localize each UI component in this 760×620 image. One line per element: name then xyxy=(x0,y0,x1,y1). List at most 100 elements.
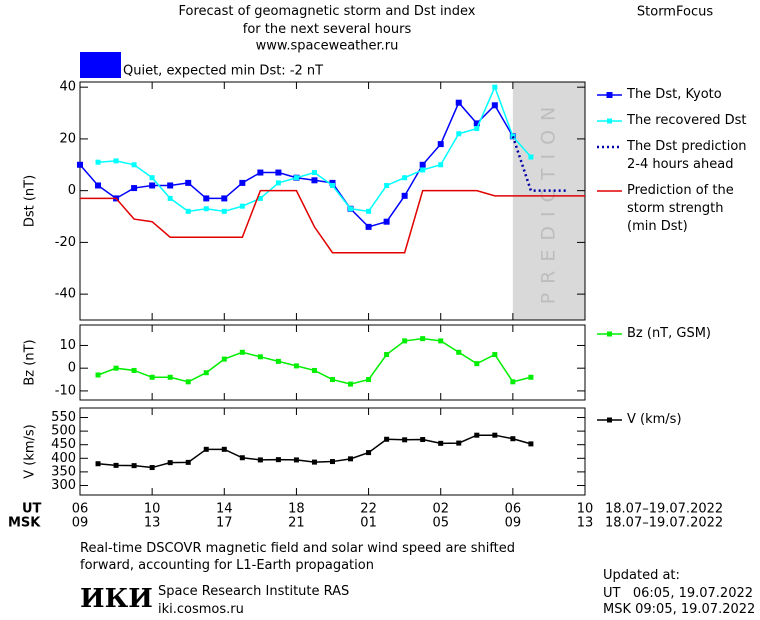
legend-label: V (km/s) xyxy=(627,412,682,427)
y-tick-label: 0 xyxy=(68,183,76,198)
series-line xyxy=(97,337,532,385)
data-point xyxy=(438,440,444,446)
data-point xyxy=(239,203,245,209)
prediction-zone xyxy=(512,82,585,320)
y-tick-label: 500 xyxy=(51,424,76,439)
x-tick-label: 18 xyxy=(288,502,305,517)
data-point xyxy=(167,374,173,380)
y-tick-label: -40 xyxy=(55,287,76,302)
legend-swatch xyxy=(607,417,612,423)
data-point xyxy=(275,180,281,186)
x-tick-label: 10 xyxy=(144,502,161,517)
y-tick-label: 40 xyxy=(59,80,76,95)
data-point xyxy=(473,120,480,127)
y-tick-label: 10 xyxy=(59,338,76,353)
data-point xyxy=(167,195,173,201)
data-point xyxy=(419,161,426,168)
plot-frame xyxy=(79,407,586,496)
institute: Space Research Institute RAS xyxy=(158,584,350,599)
legend-label: The Dst prediction 2-4 hours ahead xyxy=(627,139,747,172)
data-point xyxy=(293,363,299,369)
updated-ut: UT 06:05, 19.07.2022 xyxy=(603,586,754,601)
x-tick-label: 13 xyxy=(144,516,161,531)
data-point xyxy=(420,336,426,342)
legend-label: Prediction of the storm strength (min Ds… xyxy=(627,183,734,234)
data-point xyxy=(257,354,263,360)
data-point xyxy=(510,379,516,385)
data-point xyxy=(330,377,335,383)
data-point xyxy=(131,367,137,373)
y-axis-label: Bz (nT) xyxy=(23,339,38,385)
y-axis-label: V (km/s) xyxy=(23,424,38,479)
series-line xyxy=(80,189,585,254)
data-point xyxy=(402,338,408,344)
data-point xyxy=(384,352,390,358)
series-line xyxy=(511,135,567,192)
status-box xyxy=(80,52,121,78)
data-point xyxy=(221,446,227,452)
data-point xyxy=(311,367,317,373)
data-point xyxy=(275,358,281,364)
data-point xyxy=(221,195,228,202)
data-point xyxy=(275,457,281,463)
status-text: Quiet, expected min Dst: -2 nT xyxy=(123,64,323,79)
zone-label: PREDICTION xyxy=(537,98,559,305)
data-point xyxy=(420,167,426,173)
data-point xyxy=(293,175,299,181)
data-point xyxy=(456,440,462,446)
data-point xyxy=(311,170,317,176)
data-point xyxy=(203,206,209,212)
logo: ИКИ xyxy=(80,584,153,614)
data-point xyxy=(149,175,155,181)
data-point xyxy=(492,84,498,90)
x-tick-label: 14 xyxy=(216,502,233,517)
series-line xyxy=(97,85,532,213)
legend-swatch xyxy=(607,331,612,337)
data-point xyxy=(401,192,408,199)
legend-swatch xyxy=(606,92,613,98)
y-tick-label: 450 xyxy=(51,437,76,452)
data-point xyxy=(95,461,101,467)
data-point xyxy=(95,372,101,378)
data-point xyxy=(528,154,534,160)
data-point xyxy=(437,141,444,148)
data-point xyxy=(257,195,263,201)
data-point xyxy=(348,456,354,462)
data-point xyxy=(384,436,390,442)
data-point xyxy=(366,208,372,214)
data-point xyxy=(366,377,372,383)
data-point xyxy=(149,374,155,380)
data-point xyxy=(293,457,299,463)
data-point xyxy=(474,361,480,367)
data-point xyxy=(185,208,191,214)
y-tick-label: -10 xyxy=(55,383,76,398)
y-tick-label: 550 xyxy=(51,410,76,425)
data-point xyxy=(311,459,317,465)
x-tick-label: 06 xyxy=(505,502,522,517)
data-point xyxy=(474,126,480,132)
data-point xyxy=(113,158,119,164)
data-point xyxy=(239,455,245,461)
data-point xyxy=(348,381,354,387)
data-point xyxy=(528,374,534,380)
x-axis-label: UT xyxy=(22,502,42,517)
data-point xyxy=(366,450,372,456)
x-tick-label: 09 xyxy=(505,516,522,531)
data-point xyxy=(456,131,462,137)
data-point xyxy=(77,161,83,168)
data-point xyxy=(95,182,102,189)
x-tick-label: 22 xyxy=(360,502,377,517)
y-tick-label: 350 xyxy=(51,464,76,479)
data-point xyxy=(221,208,227,214)
plot-frame xyxy=(79,324,586,401)
data-point xyxy=(113,462,119,468)
data-point xyxy=(455,99,462,106)
data-point xyxy=(510,436,516,442)
y-tick-label: 300 xyxy=(51,478,76,493)
data-point xyxy=(167,460,173,466)
data-point xyxy=(438,162,444,168)
data-point xyxy=(420,437,426,443)
data-point xyxy=(456,349,462,355)
data-point xyxy=(275,169,282,176)
x-tick-label: 13 xyxy=(577,516,594,531)
